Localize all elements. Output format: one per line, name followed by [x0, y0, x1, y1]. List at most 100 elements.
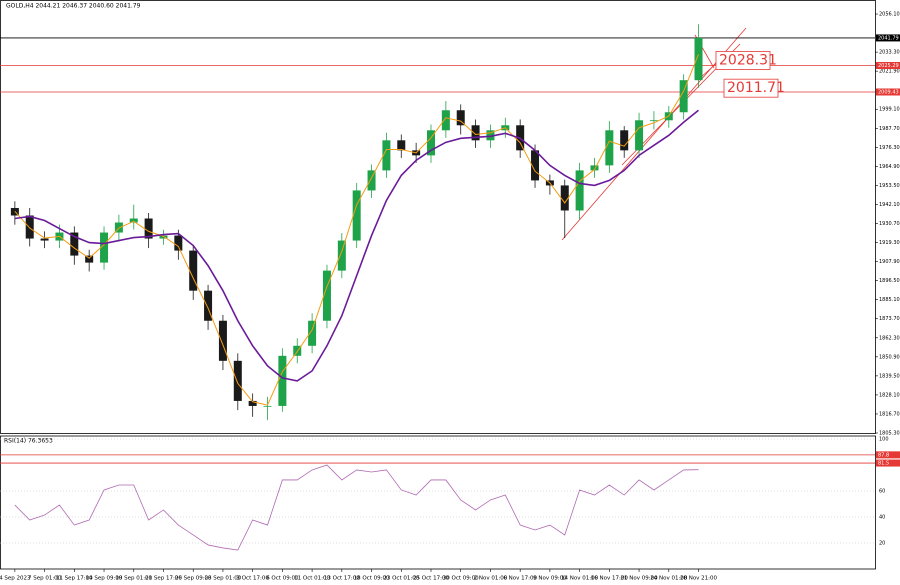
- x-tick-label: 3 Oct 17:00: [236, 576, 269, 582]
- candle-body: [308, 320, 317, 346]
- y-tick-label: 1942.10: [879, 202, 900, 208]
- candle-body: [278, 355, 287, 406]
- candle-body: [605, 130, 614, 166]
- y-tick-label: 1919.30: [879, 240, 900, 246]
- candle-body: [233, 360, 242, 401]
- candle-body: [560, 185, 569, 211]
- candle-body: [40, 238, 49, 241]
- y-tick-label: 1850.90: [879, 354, 900, 360]
- x-tick-label: 2 Nov 01:00: [474, 576, 508, 582]
- x-tick-label: 16 Nov 17:00: [591, 576, 629, 582]
- y-tick-label: 1816.70: [879, 411, 900, 417]
- x-tick-label: 13 Oct 17:00: [324, 576, 360, 582]
- x-tick-label: 6 Nov 17:00: [503, 576, 537, 582]
- candle-body: [248, 400, 257, 406]
- candle-body: [100, 232, 109, 263]
- y-tick-label: 2033.30: [879, 50, 900, 56]
- level-label: 81.5: [878, 461, 889, 467]
- candle-body: [70, 232, 79, 256]
- x-tick-label: 18 Oct 09:00: [354, 576, 390, 582]
- candle-body: [322, 270, 331, 321]
- candle-body: [649, 120, 658, 122]
- x-tick-label: 21 Sep 17:00: [145, 576, 182, 582]
- y-tick-label: 1987.70: [879, 126, 900, 132]
- x-tick-label: 23 Oct 01:00: [383, 576, 419, 582]
- rsi-line: [14, 464, 699, 551]
- candle-body: [531, 150, 540, 181]
- x-tick-label: 25 Oct 17:00: [413, 576, 449, 582]
- candle-body: [486, 130, 495, 141]
- x-tick-label: 28 Nov 21:00: [680, 576, 718, 582]
- y-tick-label: 40: [879, 515, 885, 521]
- rsi-frame: [0, 435, 876, 570]
- level-tag: [876, 88, 900, 96]
- y-tick-label: 1885.10: [879, 297, 900, 303]
- level-tag: [876, 34, 900, 42]
- x-tick-label: 7 Sep 01:00: [28, 576, 62, 582]
- annotation-box: [723, 78, 779, 98]
- annotation: 2028.31: [719, 52, 777, 68]
- candle-body: [620, 130, 629, 151]
- y-tick-label: 1862.30: [879, 335, 900, 341]
- x-tick-label: 26 Sep 09:00: [175, 576, 212, 582]
- candle-body: [189, 250, 198, 291]
- candle-body: [159, 235, 168, 239]
- price-title: GOLD,H4 2044.21 2046.37 2040.60 2041.79: [6, 3, 141, 10]
- candle-body: [590, 165, 599, 171]
- x-tick-label: 30 Oct 09:00: [443, 576, 479, 582]
- price-frame: [0, 0, 876, 434]
- x-tick-label: 19 Sep 01:00: [115, 576, 152, 582]
- candle-body: [144, 218, 153, 239]
- candle-body: [441, 110, 450, 131]
- x-tick-label: 6 Oct 09:00: [266, 576, 299, 582]
- y-tick-label: 1805.30: [879, 431, 900, 437]
- candle-body: [85, 255, 94, 263]
- x-tick-label: 24 Nov 01:00: [650, 576, 688, 582]
- y-tick-label: 1964.90: [879, 164, 900, 170]
- candle-body: [337, 240, 346, 271]
- x-tick-label: 21 Nov 09:00: [621, 576, 659, 582]
- candle-body: [204, 290, 213, 321]
- candle-body: [25, 215, 34, 239]
- candle-body: [456, 110, 465, 126]
- level-label: 2009.43: [878, 89, 899, 95]
- moving-average: [14, 109, 700, 382]
- candle-body: [635, 120, 644, 151]
- y-tick-label: 2056.10: [879, 12, 900, 18]
- y-tick-label: 1828.10: [879, 392, 900, 398]
- y-tick-label: 1907.90: [879, 259, 900, 265]
- y-tick-label: 1873.70: [879, 316, 900, 322]
- y-tick-label: 1976.30: [879, 145, 900, 151]
- x-tick-label: 11 Oct 01:00: [294, 576, 330, 582]
- y-tick-label: 1839.50: [879, 373, 900, 379]
- candle-body: [575, 170, 584, 211]
- y-tick-label: 20: [879, 541, 885, 547]
- annotation: 2011.71: [727, 80, 785, 96]
- y-tick-label: 1953.50: [879, 183, 900, 189]
- level-tag: [876, 61, 900, 69]
- y-tick-label: 100: [879, 437, 889, 443]
- candle-body: [382, 140, 391, 171]
- candle-body: [694, 37, 703, 81]
- moving-average: [14, 54, 699, 406]
- x-tick-label: 9 Nov 09:00: [533, 576, 567, 582]
- x-tick-label: 11 Sep 17:00: [56, 576, 93, 582]
- annotation-box: [715, 51, 771, 70]
- candle-body: [263, 405, 272, 407]
- candle-body: [679, 80, 688, 113]
- candle-body: [352, 190, 361, 241]
- candle-body: [367, 170, 376, 191]
- level-tag: [876, 459, 900, 467]
- y-tick-label: 1930.70: [879, 221, 900, 227]
- x-tick-label: 4 Sep 2023: [0, 576, 31, 582]
- y-tick-label: 1896.50: [879, 278, 900, 284]
- y-tick-label: 60: [879, 489, 885, 495]
- rsi-title: RSI(14) 76.3653: [4, 438, 53, 445]
- level-tag: [876, 451, 900, 459]
- x-tick-label: 28 Sep 01:00: [205, 576, 242, 582]
- candle-body: [129, 218, 138, 223]
- candle-body: [397, 140, 406, 151]
- y-tick-label: 1999.10: [879, 107, 900, 113]
